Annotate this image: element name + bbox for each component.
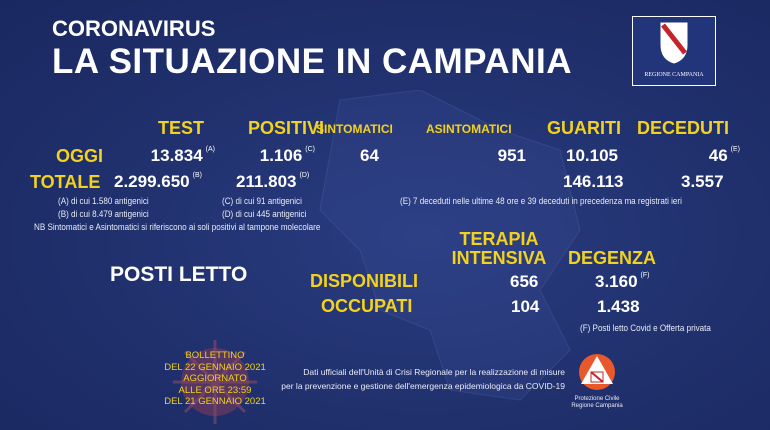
kicker: CORONAVIRUS (52, 16, 216, 41)
deg-occupati: 1.438 (597, 297, 640, 316)
posti-letto-title: POSTI LETTO (110, 263, 248, 286)
col-test: TEST (158, 118, 205, 138)
note-nb: NB Sintomatici e Asintomatici si riferis… (34, 222, 321, 233)
col-deceduti: DECEDUTI (637, 118, 730, 138)
regione-campania-logo: REGIONE CAMPANIA (632, 16, 716, 86)
ti-occupati: 104 (511, 297, 540, 316)
oggi-positivi: 1.106 (C) (259, 146, 315, 165)
disponibili-label: DISPONIBILI (310, 271, 419, 291)
oggi-asintomatici: 951 (497, 146, 526, 165)
col-terapia-intensiva: TERAPIA INTENSIVA (451, 229, 547, 268)
virus-icon (173, 340, 257, 424)
page-title: LA SITUAZIONE IN CAMPANIA (52, 42, 572, 81)
protezione-civile-text: Protezione Civile Regione Campania (571, 396, 623, 409)
totale-label: TOTALE (30, 172, 101, 192)
note-d: (D) di cui 445 antigenici (222, 209, 307, 220)
oggi-guariti: 10.105 (566, 146, 618, 165)
protezione-civile-logo (579, 354, 615, 390)
ti-disponibili: 656 (510, 272, 539, 291)
totale-deceduti: 3.557 (681, 172, 724, 191)
col-asintomatici: ASINTOMATICI (426, 122, 512, 136)
totale-test: 2.299.650 (B) (114, 172, 202, 191)
note-e: (E) 7 deceduti nelle ultime 48 ore e 39 … (400, 196, 682, 207)
oggi-label: OGGI (56, 146, 104, 166)
col-sintomatici: SINTOMATICI (316, 122, 393, 136)
note-c: (C) di cui 91 antigenici (222, 196, 302, 207)
deg-disponibili: 3.160 (F) (595, 272, 650, 291)
logo-text: REGIONE CAMPANIA (644, 72, 704, 78)
note-a: (A) di cui 1.580 antigenici (58, 196, 149, 207)
col-degenza: DEGENZA (568, 248, 657, 268)
note-b: (B) di cui 8.479 antigenici (58, 209, 149, 220)
footer-text: Dati ufficiali dell'Unità di Crisi Regio… (281, 367, 565, 391)
oggi-deceduti: 46 (E) (708, 146, 740, 165)
occupati-label: OCCUPATI (321, 296, 413, 316)
oggi-sintomatici: 64 (360, 146, 379, 165)
campania-map-outline (319, 90, 581, 401)
bollettino: BOLLETTINO DEL 22 GENNAIO 2021 AGGIORNATO A… (164, 350, 266, 407)
oggi-test: 13.834 (A) (150, 146, 215, 165)
totale-positivi: 211.803 (D) (236, 172, 310, 191)
totale-guariti: 146.113 (563, 172, 624, 191)
col-positivi: POSITIVI (248, 118, 325, 138)
col-guariti: GUARITI (547, 118, 621, 138)
note-f: (F) Posti letto Covid e Offerta privata (580, 323, 711, 334)
